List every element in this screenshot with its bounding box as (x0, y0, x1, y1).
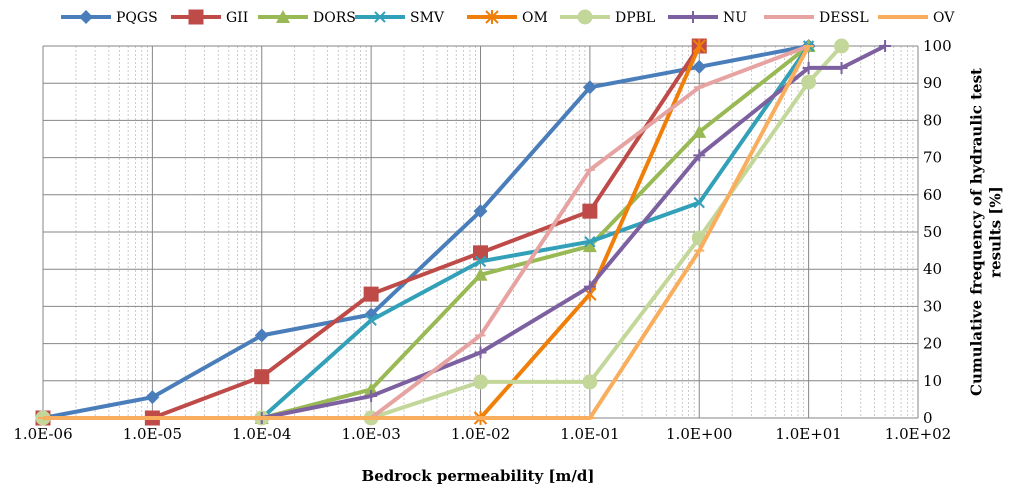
data-point (364, 382, 379, 396)
data-point (363, 286, 379, 302)
data-point (254, 328, 269, 343)
data-point (692, 124, 707, 138)
data-point (474, 346, 487, 359)
legend-label: DORS (313, 10, 356, 26)
y-tick-label: 20 (923, 335, 942, 353)
data-point (276, 10, 290, 23)
x-tick-label: 1.0E-01 (560, 425, 619, 443)
data-point (687, 11, 699, 23)
legend: PQGS GII DORS SMV OM DPBL NU DESSL OV (61, 9, 955, 26)
y-axis-title-line: Cumulative frequency of hydraulic test (968, 68, 986, 396)
legend-label: DESSL (819, 10, 869, 26)
data-point (188, 9, 204, 25)
legend-label: GII (226, 10, 248, 26)
data-point (835, 61, 848, 74)
legend-label: DPBL (615, 10, 655, 26)
data-point (374, 11, 386, 23)
y-tick-label: 80 (923, 111, 942, 129)
data-point (474, 255, 487, 268)
data-point (473, 267, 488, 281)
data-point (582, 239, 597, 253)
legend-item-smv: SMV (355, 10, 445, 26)
legend-item-dors: DORS (258, 10, 356, 26)
x-tick-label: 1.0E-02 (451, 425, 510, 443)
data-point (473, 204, 488, 219)
data-point (801, 74, 817, 90)
x-axis-title: Bedrock permeability [m/d] (362, 467, 595, 485)
y-tick-label: 10 (923, 372, 942, 390)
x-tick-label: 1.0E+00 (666, 425, 732, 443)
legend-item-dpbl: DPBL (560, 9, 655, 26)
data-point (365, 314, 377, 326)
legend-item-pqgs: PQGS (61, 10, 158, 26)
legend-item-om: OM (467, 10, 548, 26)
data-point (582, 80, 597, 95)
y-tick-label: 100 (923, 37, 952, 55)
series-ov (38, 45, 814, 420)
data-point (145, 390, 160, 405)
legend-item-nu: NU (668, 10, 747, 26)
series-line (261, 44, 810, 420)
legend-label: OM (522, 10, 548, 26)
series-layer (35, 38, 892, 426)
x-tick-label: 1.0E+02 (885, 425, 951, 443)
data-point (693, 149, 706, 162)
data-point (692, 39, 706, 53)
legend-item-gii: GII (171, 9, 248, 26)
legend-item-dessl: DESSL (764, 10, 869, 26)
data-point (583, 280, 596, 293)
legend-label: OV (933, 10, 955, 26)
data-point (693, 196, 705, 209)
data-point (577, 9, 593, 25)
data-point (485, 10, 499, 24)
data-point (582, 374, 598, 390)
data-point (473, 245, 488, 261)
y-tick-label: 60 (923, 186, 942, 204)
y-tick-label: 40 (923, 260, 942, 278)
tick-labels: 1.0E-06 1.0E-05 1.0E-04 1.0E-03 1.0E-02 1.0E-… (13, 37, 951, 443)
y-axis-title: Cumulative frequency of hydraulic testre… (968, 68, 1005, 396)
y-tick-label: 50 (923, 223, 942, 241)
gridlines (42, 45, 919, 419)
data-point (802, 61, 815, 74)
data-point (834, 38, 850, 54)
legend-label: PQGS (116, 10, 158, 26)
legend-item-ov: OV (878, 10, 955, 26)
data-point (254, 369, 270, 385)
y-tick-label: 30 (923, 297, 942, 315)
x-tick-label: 1.0E-05 (123, 425, 182, 443)
data-point (584, 235, 596, 248)
y-tick-label: 0 (923, 409, 933, 427)
x-tick-label: 1.0E-04 (232, 425, 291, 443)
y-tick-label: 90 (923, 74, 942, 92)
y-axis-title-line: results [%] (986, 186, 1004, 278)
y-tick-label: 70 (923, 149, 942, 167)
data-point (692, 59, 707, 74)
data-point (79, 10, 93, 24)
data-point (582, 203, 598, 219)
data-point (365, 390, 378, 403)
x-tick-label: 1.0E-03 (342, 425, 401, 443)
legend-label: SMV (410, 10, 445, 26)
x-tick-label: 1.0E-06 (13, 425, 72, 443)
series-nu (255, 40, 892, 424)
legend-label: NU (723, 10, 747, 26)
data-point (473, 374, 488, 390)
data-point (879, 40, 892, 52)
x-tick-label: 1.0E+01 (775, 425, 841, 443)
